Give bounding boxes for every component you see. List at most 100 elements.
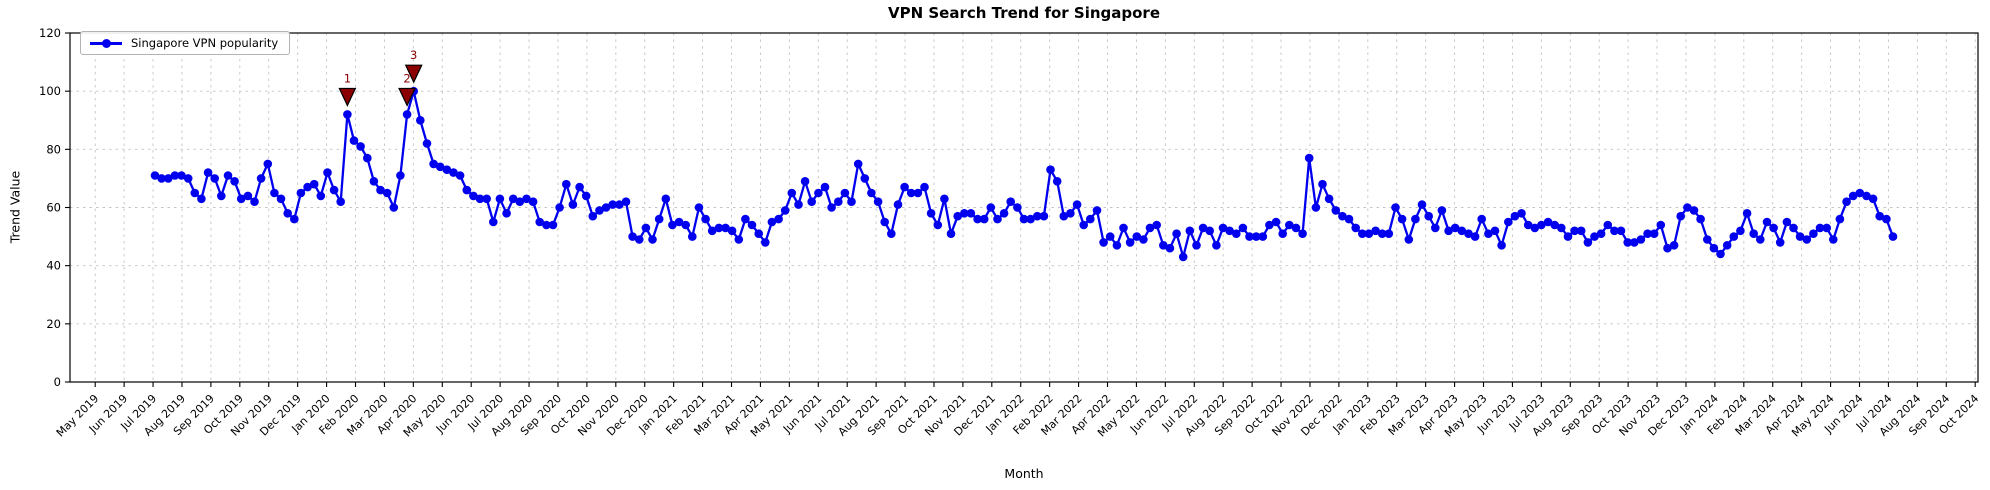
data-point-marker bbox=[528, 197, 538, 206]
data-point-marker bbox=[1504, 217, 1513, 227]
data-point-marker bbox=[442, 165, 452, 174]
data-point-marker bbox=[1756, 235, 1765, 244]
data-point-marker bbox=[555, 203, 564, 212]
data-point-marker bbox=[223, 171, 233, 180]
data-point-marker bbox=[1484, 229, 1493, 238]
data-point-marker bbox=[688, 232, 697, 241]
data-point-marker bbox=[1324, 194, 1334, 204]
data-point-marker bbox=[1457, 226, 1467, 236]
data-point-marker bbox=[727, 226, 737, 236]
data-point-marker bbox=[1663, 243, 1672, 253]
data-point-marker bbox=[887, 229, 896, 238]
data-point-marker bbox=[1105, 232, 1115, 241]
annotation-label-1: 1 bbox=[344, 71, 351, 85]
data-point-marker bbox=[1311, 203, 1321, 212]
data-point-marker bbox=[402, 110, 412, 119]
data-point-marker bbox=[435, 162, 445, 172]
data-point-marker bbox=[1497, 241, 1506, 250]
data-point-marker bbox=[1603, 220, 1613, 230]
data-point-marker bbox=[309, 179, 319, 189]
data-point-marker bbox=[482, 194, 492, 204]
data-point-marker bbox=[475, 194, 485, 204]
legend-line-marker-icon bbox=[90, 38, 122, 48]
data-point-marker bbox=[973, 214, 982, 224]
data-point-marker bbox=[681, 220, 690, 230]
data-point-marker bbox=[1178, 252, 1188, 262]
data-point-marker bbox=[535, 217, 544, 227]
data-point-marker bbox=[1152, 220, 1161, 230]
data-point-marker bbox=[1470, 232, 1480, 241]
data-point-marker bbox=[1822, 223, 1831, 233]
data-point-marker bbox=[853, 159, 863, 169]
data-point-marker bbox=[734, 235, 744, 244]
data-point-marker bbox=[1616, 226, 1626, 236]
data-point-marker bbox=[1258, 232, 1268, 241]
data-point-marker bbox=[701, 214, 710, 224]
data-point-marker bbox=[893, 200, 903, 209]
data-point-marker bbox=[1643, 229, 1652, 238]
data-point-marker bbox=[256, 174, 266, 183]
data-point-marker bbox=[761, 238, 770, 247]
data-point-marker bbox=[1477, 214, 1486, 224]
data-point-marker bbox=[820, 182, 830, 192]
data-point-marker bbox=[1683, 203, 1692, 212]
data-point-marker bbox=[581, 191, 591, 201]
data-point-marker bbox=[1391, 203, 1400, 212]
data-point-marker bbox=[993, 214, 1002, 224]
data-point-marker bbox=[1716, 249, 1725, 259]
data-point-marker bbox=[1046, 165, 1055, 174]
data-point-marker bbox=[1862, 191, 1871, 201]
data-point-marker bbox=[250, 197, 259, 206]
data-point-marker bbox=[1139, 235, 1148, 244]
data-point-marker bbox=[1762, 217, 1772, 227]
data-point-marker bbox=[847, 197, 856, 206]
data-point-marker bbox=[1364, 229, 1374, 238]
legend-label: Singapore VPN popularity bbox=[131, 36, 279, 50]
data-point-marker bbox=[1132, 232, 1142, 241]
data-point-marker bbox=[1888, 232, 1898, 241]
data-point-marker bbox=[1072, 200, 1082, 209]
data-point-marker bbox=[236, 194, 246, 204]
data-point-marker bbox=[1623, 238, 1632, 247]
data-point-marker bbox=[1039, 211, 1049, 221]
data-point-marker bbox=[707, 226, 717, 236]
data-point-marker bbox=[1079, 220, 1088, 230]
data-point-marker bbox=[1278, 229, 1287, 238]
data-point-marker bbox=[369, 177, 379, 186]
data-point-marker bbox=[714, 223, 724, 233]
data-point-marker bbox=[794, 200, 803, 209]
data-point-marker bbox=[1510, 211, 1520, 221]
data-point-marker bbox=[860, 174, 870, 183]
data-point-marker bbox=[1437, 206, 1447, 215]
data-point-marker bbox=[336, 197, 346, 206]
data-point-marker bbox=[1583, 238, 1593, 247]
data-point-marker bbox=[668, 220, 677, 230]
data-point-marker bbox=[183, 174, 193, 183]
data-point-marker bbox=[170, 171, 180, 180]
data-point-marker bbox=[389, 203, 399, 212]
data-point-marker bbox=[1636, 235, 1646, 244]
data-point-marker bbox=[1782, 217, 1792, 227]
data-point-marker bbox=[787, 188, 797, 198]
data-point-marker bbox=[422, 139, 432, 148]
data-point-marker bbox=[800, 177, 810, 186]
data-point-marker bbox=[568, 200, 578, 209]
data-point-marker bbox=[1530, 223, 1540, 233]
data-point-marker bbox=[1490, 226, 1500, 236]
data-point-marker bbox=[1384, 229, 1394, 238]
data-point-marker bbox=[1795, 232, 1805, 241]
y-tick-label: 100 bbox=[39, 84, 61, 98]
data-point-marker bbox=[814, 188, 823, 198]
data-point-marker bbox=[807, 197, 816, 206]
annotation-label-3: 3 bbox=[410, 48, 417, 62]
data-point-marker bbox=[933, 220, 943, 230]
data-point-marker bbox=[1848, 191, 1858, 201]
data-point-marker bbox=[1656, 220, 1666, 230]
y-tick-label: 120 bbox=[39, 26, 61, 40]
data-point-marker bbox=[1377, 229, 1387, 238]
data-point-marker bbox=[900, 182, 909, 192]
data-point-marker bbox=[1404, 235, 1414, 244]
data-point-marker bbox=[966, 209, 976, 218]
data-point-marker bbox=[1212, 241, 1221, 250]
